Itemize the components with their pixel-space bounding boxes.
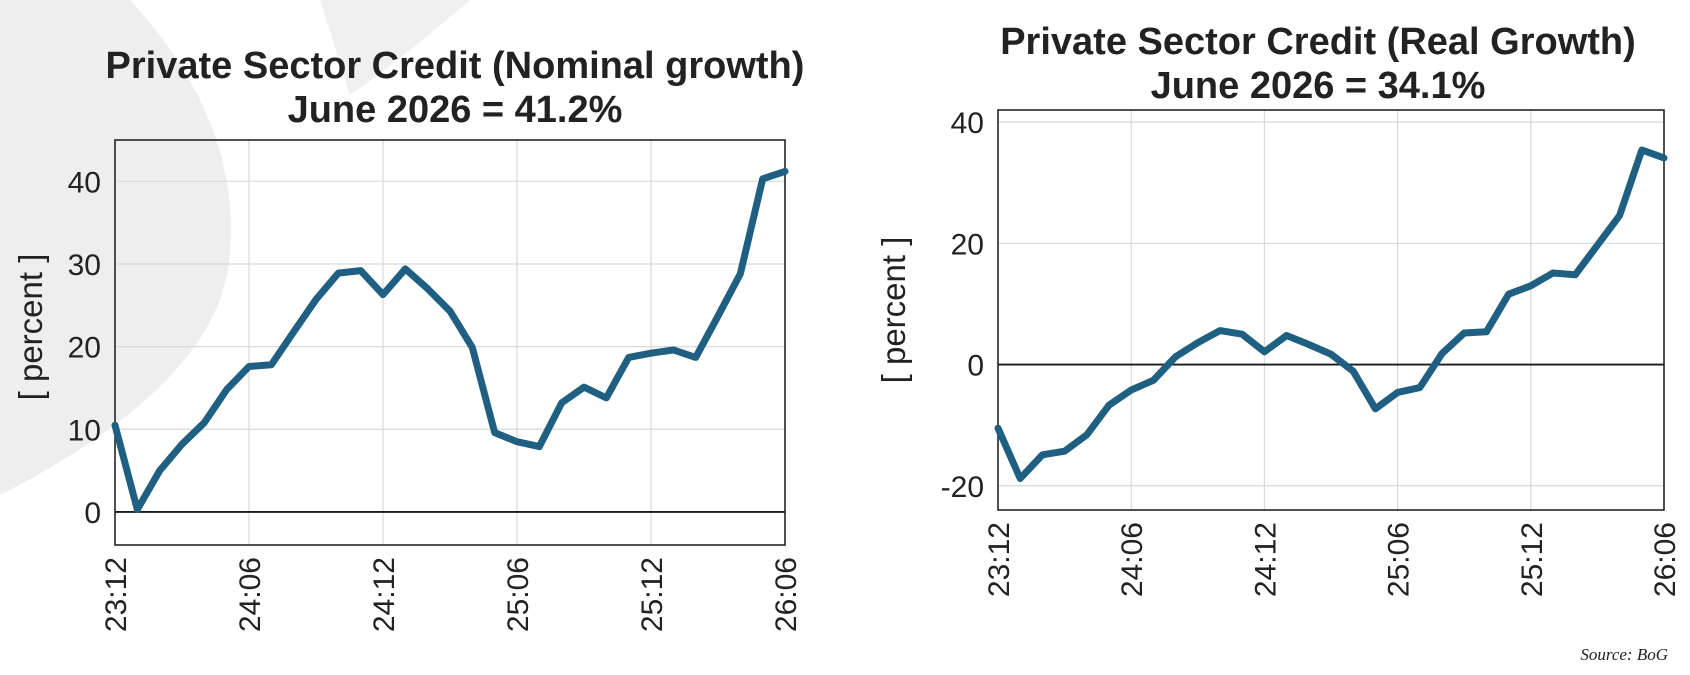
chart-subtitle: June 2026 = 34.1% (1151, 65, 1486, 107)
x-tick-label: 24:06 (1116, 522, 1149, 597)
plot-frame (114, 139, 786, 546)
x-tick-label: 23:12 (983, 522, 1016, 597)
chart-nominal-growth: Private Sector Credit (Nominal growth) J… (12, 45, 804, 632)
y-tick-label: 0 (967, 350, 984, 383)
x-tick-label: 26:06 (770, 557, 803, 632)
plot-area: -20 0 20 40 23:12 24:06 24:12 25:06 25:12 26:06 (941, 107, 1682, 597)
series-line (111, 167, 789, 513)
y-tick-label: -20 (941, 471, 984, 504)
chart-real-growth: Private Sector Credit (Real Growth) June… (875, 21, 1682, 597)
series-line (994, 146, 1668, 482)
x-tick-label: 24:12 (1249, 522, 1282, 597)
chart-title: Private Sector Credit (Real Growth) (1000, 21, 1636, 63)
x-tick-label: 26:06 (1649, 522, 1682, 597)
chart-title: Private Sector Credit (Nominal growth) (106, 45, 805, 87)
y-tick-label: 10 (68, 414, 101, 447)
x-tick-label: 25:12 (1516, 522, 1549, 597)
y-axis-label: [ percent ] (12, 254, 49, 401)
x-tick-label: 25:06 (502, 557, 535, 632)
y-tick-label: 0 (84, 497, 101, 530)
x-tick-label: 24:12 (368, 557, 401, 632)
y-tick-label: 20 (68, 332, 101, 365)
x-tick-label: 23:12 (100, 557, 133, 632)
y-axis-label: [ percent ] (875, 237, 912, 384)
y-tick-label: 40 (68, 166, 101, 199)
x-tick-label: 25:06 (1383, 522, 1416, 597)
plot-area: 0 10 20 30 40 23:12 24:06 24:12 25:06 25:12 26:06 (68, 139, 803, 632)
chart-subtitle: June 2026 = 41.2% (288, 89, 623, 131)
plot-frame (997, 109, 1665, 511)
y-tick-label: 20 (951, 228, 984, 261)
source-note: Source: BoG (1580, 645, 1668, 664)
y-tick-label: 30 (68, 249, 101, 282)
y-tick-label: 40 (951, 107, 984, 140)
x-tick-label: 25:12 (636, 557, 669, 632)
watermark-shape (320, 0, 470, 95)
x-tick-label: 24:06 (234, 557, 267, 632)
